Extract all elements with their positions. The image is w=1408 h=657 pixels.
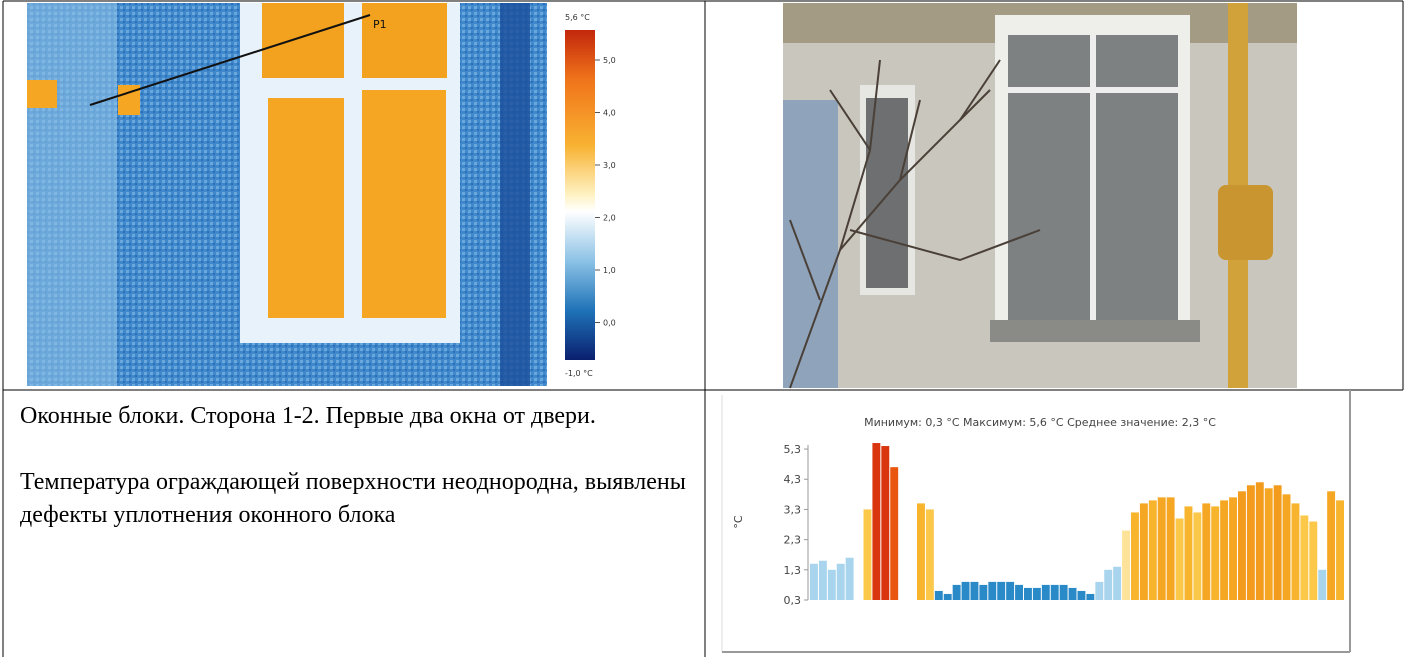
chart-title: Минимум: 0,3 °C Максимум: 5,6 °C Среднее… xyxy=(864,416,1216,429)
bar xyxy=(1318,569,1327,600)
paragraph: Температура ограждающей поверхности неод… xyxy=(20,469,686,528)
bar xyxy=(961,581,970,600)
bar xyxy=(890,467,899,600)
profile-chart: Минимум: 0,3 °C Максимум: 5,6 °C Среднее… xyxy=(721,390,1351,653)
scale-label: 1,0 xyxy=(603,266,616,275)
bar xyxy=(1238,491,1246,600)
scale-label: 4,0 xyxy=(603,109,616,118)
bar xyxy=(1015,584,1023,600)
y-tick-label: 1,3 xyxy=(784,564,802,577)
bar xyxy=(1300,515,1309,600)
paragraph: Оконные блоки. Сторона 1-2. Первые два о… xyxy=(20,403,596,429)
bar xyxy=(872,443,881,600)
bar xyxy=(1327,491,1336,600)
bar xyxy=(988,581,997,600)
bar xyxy=(1086,593,1095,600)
bar xyxy=(970,581,979,600)
bar xyxy=(1255,482,1264,600)
thermal-image: P1 5,6 °C -1,0 °C 5,0 4,0 3,0 2,0 1,0 0,0 xyxy=(27,3,655,386)
bar xyxy=(1291,503,1300,600)
bar xyxy=(1229,497,1237,600)
bar xyxy=(997,581,1006,600)
bar xyxy=(1336,500,1344,600)
bar xyxy=(1246,485,1255,600)
bar xyxy=(1166,497,1175,600)
bar xyxy=(1273,485,1282,600)
bar xyxy=(1077,590,1086,600)
bar xyxy=(1024,587,1032,600)
bar xyxy=(836,563,845,600)
bar xyxy=(952,584,961,600)
bar xyxy=(1131,512,1139,600)
bar xyxy=(1202,503,1211,600)
scale-label: 5,0 xyxy=(603,56,616,65)
bar xyxy=(810,563,818,600)
bar xyxy=(1184,506,1193,600)
bar xyxy=(1059,584,1068,600)
bar xyxy=(1104,569,1113,600)
scale-label: 3,0 xyxy=(603,161,616,170)
bar xyxy=(1006,581,1015,600)
bar xyxy=(1157,497,1166,600)
bar xyxy=(845,557,854,600)
text-block: Оконные блоки. Сторона 1-2. Первые два о… xyxy=(20,400,690,565)
bar xyxy=(934,590,943,600)
bar xyxy=(818,560,827,600)
scale-label: 2,0 xyxy=(603,214,616,223)
bar xyxy=(943,593,952,600)
bar xyxy=(863,509,872,600)
bar xyxy=(979,584,988,600)
scale-max: 5,6 °C xyxy=(565,13,590,22)
marker-label: P1 xyxy=(373,18,387,31)
y-tick-label: 2,3 xyxy=(784,534,802,547)
photo xyxy=(783,3,1297,389)
bar xyxy=(1139,503,1148,600)
scale-label: 0,0 xyxy=(603,319,616,328)
scale-min: -1,0 °C xyxy=(565,369,593,378)
bar xyxy=(1050,584,1059,600)
bar xyxy=(1032,587,1041,600)
bar xyxy=(1175,518,1184,600)
bar xyxy=(1148,500,1157,600)
bar xyxy=(1220,500,1229,600)
y-axis-label: °C xyxy=(732,515,745,529)
y-tick-label: 0,3 xyxy=(784,594,802,607)
bar xyxy=(925,509,934,600)
y-tick-label: 3,3 xyxy=(784,503,802,516)
y-tick-label: 4,3 xyxy=(784,473,802,486)
bar xyxy=(1211,506,1220,600)
bar xyxy=(1264,488,1273,600)
bar xyxy=(827,569,836,600)
bar xyxy=(1309,521,1318,600)
y-tick-label: 5,3 xyxy=(784,443,802,456)
bar xyxy=(1095,581,1104,600)
bar xyxy=(1113,566,1122,600)
bar xyxy=(881,446,890,600)
bar xyxy=(1282,494,1291,600)
bar xyxy=(917,503,925,600)
bar xyxy=(1068,587,1077,600)
bar xyxy=(1193,512,1202,600)
bar xyxy=(1041,584,1050,600)
bar xyxy=(1122,530,1130,600)
